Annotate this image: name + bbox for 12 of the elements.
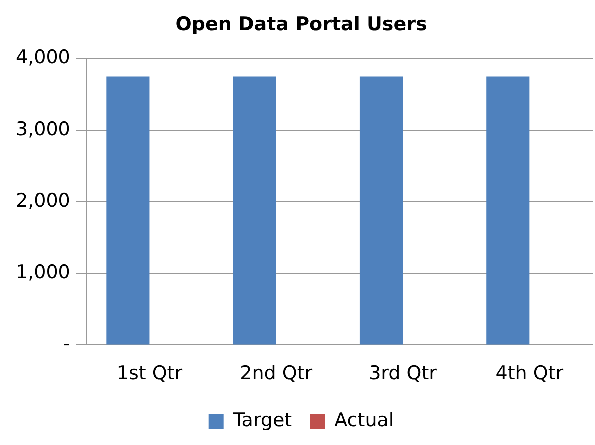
y-tick-label: 4,000 bbox=[16, 46, 70, 69]
legend-label: Actual bbox=[334, 409, 394, 432]
chart-title: Open Data Portal Users bbox=[176, 13, 428, 36]
y-tick-label: 2,000 bbox=[16, 190, 70, 212]
x-tick-label: 2nd Qtr bbox=[240, 362, 313, 385]
y-tick-label: 1,000 bbox=[16, 262, 70, 284]
y-tick-label: 3,000 bbox=[16, 118, 70, 140]
legend-label: Target bbox=[232, 409, 292, 432]
x-tick-label: 3rd Qtr bbox=[369, 362, 438, 385]
y-tick-label: - bbox=[64, 333, 70, 356]
x-tick-label: 1st Qtr bbox=[116, 362, 183, 385]
x-tick-label: 4th Qtr bbox=[496, 362, 564, 385]
